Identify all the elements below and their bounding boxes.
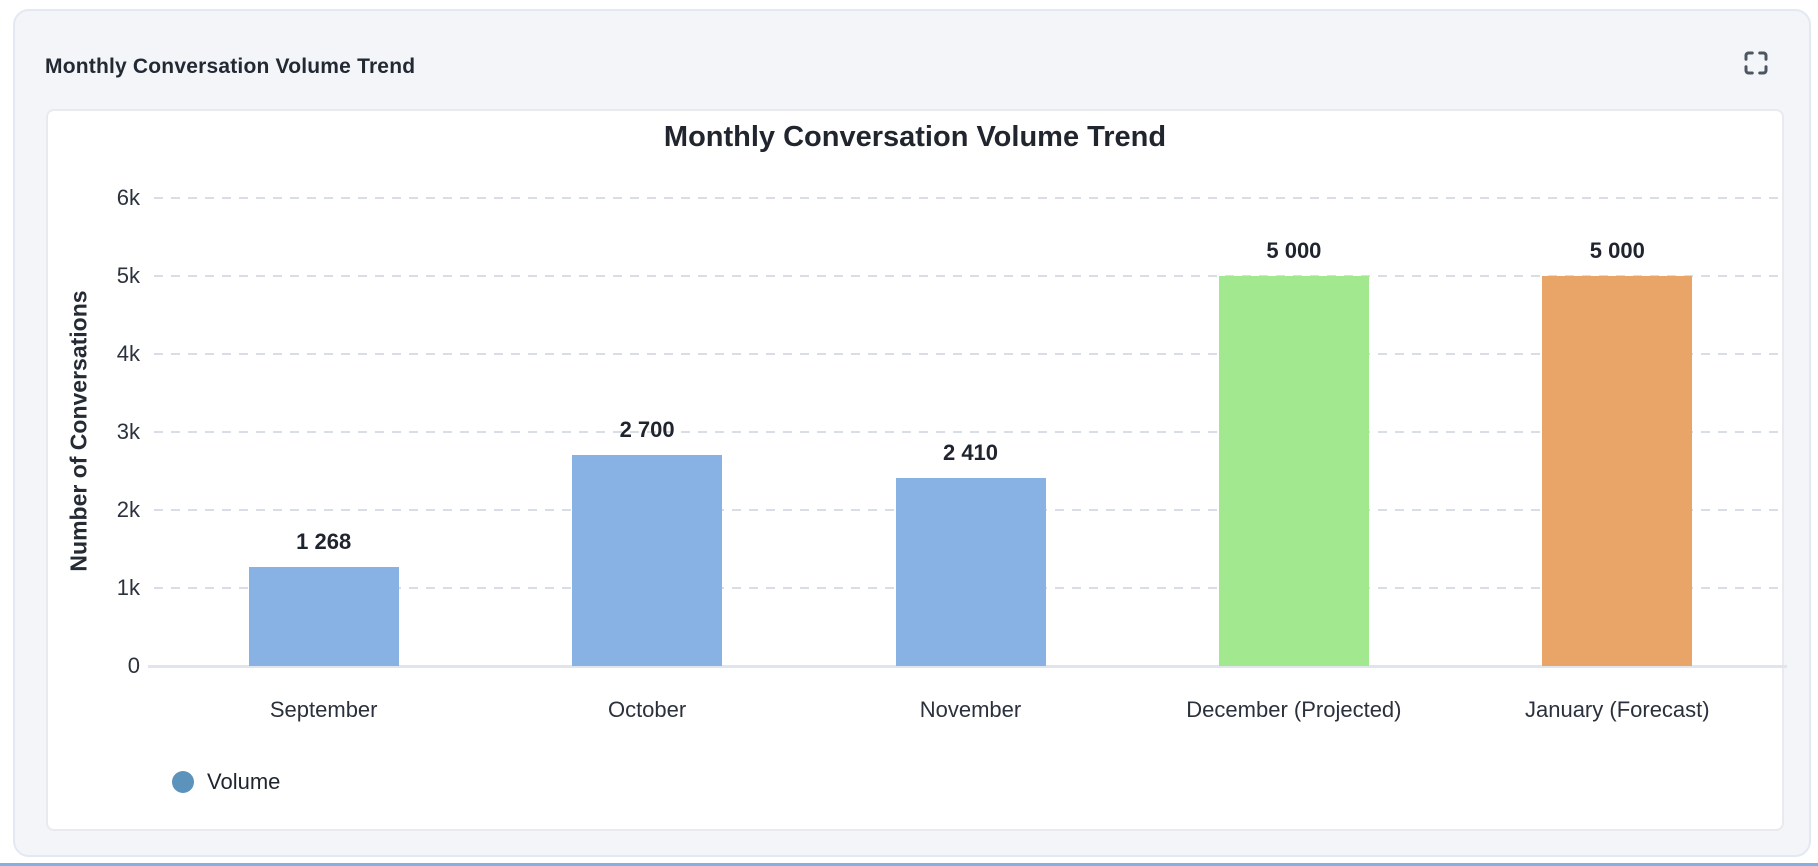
y-gridline [154, 431, 1779, 433]
card-title: Monthly Conversation Volume Trend [45, 55, 416, 78]
y-axis-tick-label: 3k [116, 419, 140, 444]
x-axis-category-label: November [919, 697, 1022, 722]
y-axis-tick-label: 2k [116, 497, 140, 522]
y-axis-tick-label: 4k [116, 341, 140, 366]
legend-item-volume[interactable]: Volume [172, 769, 280, 795]
legend-marker-circle [172, 771, 194, 793]
fullscreen-expand-button[interactable] [1739, 47, 1773, 81]
x-axis-category-label: December (Projected) [1186, 697, 1402, 722]
y-gridline [154, 353, 1779, 355]
y-axis-tick-label: 6k [116, 185, 140, 210]
fullscreen-expand-icon [1744, 51, 1768, 74]
bottom-accent-line [0, 863, 1818, 866]
y-gridline [154, 197, 1779, 199]
bar-value-label: 5 000 [1266, 238, 1322, 263]
chart-panel: Monthly Conversation Volume Trend Number… [46, 109, 1787, 831]
x-axis-category-label: October [607, 697, 687, 722]
bar-value-label: 1 268 [296, 529, 352, 555]
bar-value-label: 5 000 [1589, 238, 1645, 263]
bar-october[interactable] [572, 455, 723, 666]
chart-card: Monthly Conversation Volume Trend Monthl… [13, 9, 1811, 857]
x-axis-line [148, 665, 1787, 668]
legend-label: Volume [207, 769, 281, 794]
y-gridline [154, 275, 1779, 277]
y-axis-tick-label: 1k [116, 575, 140, 600]
chart-title: Monthly Conversation Volume Trend [663, 121, 1167, 153]
bar-december-projected[interactable] [1218, 276, 1369, 666]
bar-value-label: 2 410 [942, 440, 999, 466]
y-axis-tick-label: 0 [127, 653, 140, 678]
bar-november[interactable] [895, 478, 1046, 666]
bar-january-forecast[interactable] [1542, 276, 1693, 666]
bar-september[interactable] [248, 567, 399, 666]
x-axis-category-label: January (Forecast) [1524, 697, 1710, 722]
y-axis-tick-label: 5k [116, 263, 140, 288]
bar-value-label: 2 700 [619, 417, 675, 443]
x-axis-category-label: September [269, 697, 378, 722]
